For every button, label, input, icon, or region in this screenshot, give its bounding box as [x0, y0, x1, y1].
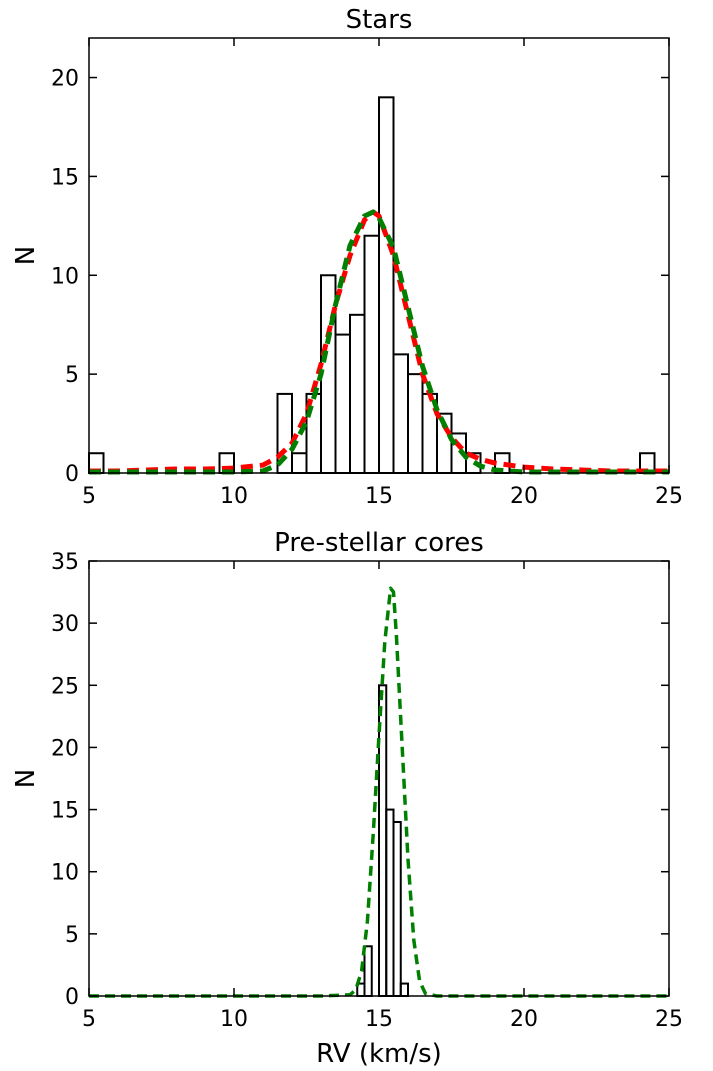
x-tick-label: 25	[655, 484, 683, 509]
y-tick-label: 0	[65, 985, 79, 1010]
x-axis-label: RV (km/s)	[316, 1039, 442, 1069]
chart-title: Stars	[346, 5, 413, 35]
x-tick-label: 5	[82, 1007, 96, 1032]
x-tick-label: 15	[365, 484, 393, 509]
x-tick-label: 10	[220, 1007, 248, 1032]
histogram-bar	[291, 452, 308, 474]
y-tick-label: 0	[65, 462, 79, 487]
histogram-bar	[392, 353, 409, 475]
y-tick-label: 10	[51, 861, 79, 886]
y-tick-label: 20	[51, 736, 79, 761]
chart-title: Pre-stellar cores	[274, 528, 484, 558]
histogram-bar	[407, 373, 424, 474]
y-tick-label: 10	[51, 264, 79, 289]
y-tick-label: 5	[65, 363, 79, 388]
histogram-bar	[363, 234, 380, 474]
y-tick-label: 35	[51, 550, 79, 575]
histogram-bar	[378, 96, 395, 475]
y-tick-label: 5	[65, 923, 79, 948]
histogram-bar	[392, 821, 402, 997]
y-tick-label: 15	[51, 799, 79, 824]
histogram-bar	[363, 945, 373, 997]
histogram-bar	[399, 982, 409, 997]
x-tick-label: 25	[655, 1007, 683, 1032]
fit-curve-1	[89, 209, 669, 474]
histogram-bar	[334, 333, 351, 474]
y-tick-label: 30	[51, 612, 79, 637]
x-tick-label: 15	[365, 1007, 393, 1032]
x-tick-label: 5	[82, 484, 96, 509]
histogram-bar	[349, 313, 366, 474]
fit-curve-2	[89, 209, 669, 475]
x-tick-label: 20	[510, 484, 538, 509]
y-tick-label: 20	[51, 67, 79, 92]
y-axis-label: N	[11, 246, 41, 265]
histogram-bar	[385, 808, 395, 997]
y-axis-label: N	[11, 769, 41, 788]
y-tick-label: 15	[51, 165, 79, 190]
y-tick-label: 25	[51, 674, 79, 699]
x-tick-label: 10	[220, 484, 248, 509]
x-tick-label: 20	[510, 1007, 538, 1032]
fit-curve-1	[89, 586, 669, 998]
